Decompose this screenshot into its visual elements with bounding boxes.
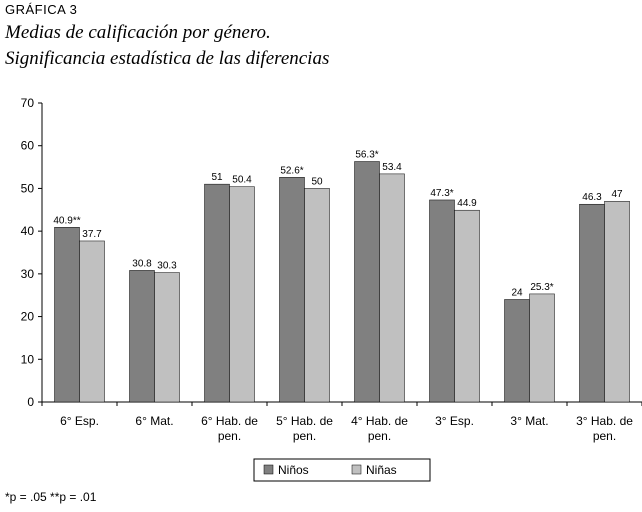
y-tick-label: 30: [21, 267, 35, 281]
data-label: 30.3: [157, 261, 177, 272]
legend-label: Niños: [278, 463, 309, 477]
bar-ninas: [529, 293, 555, 403]
bar-ninas: [454, 209, 480, 403]
y-tick-label: 20: [21, 310, 35, 324]
data-label: 25.3*: [530, 282, 553, 293]
data-label: 30.8: [132, 258, 152, 269]
bar-ninas: [154, 272, 180, 403]
bar-ninos: [54, 227, 80, 403]
data-label: 52.6*: [280, 165, 303, 176]
chart-title-line-2: Significancia estadística de las diferen…: [5, 48, 330, 69]
x-category-label: pen.: [368, 429, 391, 443]
x-category-label: 3° Mat.: [510, 414, 548, 428]
y-tick-label: 0: [27, 395, 34, 409]
bar-ninas: [604, 200, 630, 403]
data-label: 24: [511, 287, 523, 298]
bar-ninos: [504, 299, 530, 403]
data-label: 47.3*: [430, 188, 453, 199]
legend-swatch: [351, 464, 362, 475]
bar-ninas: [379, 173, 405, 403]
x-category-label: 5° Hab. de: [276, 414, 333, 428]
chart-title-line-1: Medias de calificación por género.: [5, 22, 271, 43]
bar-ninos: [579, 203, 605, 403]
bar-ninos: [129, 270, 155, 403]
legend-label: Niñas: [366, 463, 397, 477]
significance-footnote: *p = .05 **p = .01: [5, 490, 97, 504]
data-label: 56.3*: [355, 150, 378, 161]
x-category-label: pen.: [218, 429, 241, 443]
bar-ninos: [354, 161, 380, 403]
x-category-label: 3° Hab. de: [576, 414, 633, 428]
data-label: 50.4: [232, 175, 252, 186]
x-category-label: 6° Esp.: [60, 414, 99, 428]
y-tick-label: 60: [21, 139, 35, 153]
bar-ninas: [304, 188, 330, 403]
y-tick-label: 40: [21, 224, 35, 238]
data-label: 37.7: [82, 229, 102, 240]
bar-ninas: [229, 186, 255, 403]
y-tick-label: 50: [21, 181, 35, 195]
data-label: 47: [611, 189, 623, 200]
data-label: 44.9: [457, 198, 477, 209]
bar-ninos: [279, 177, 305, 403]
bar-ninos: [429, 199, 455, 403]
y-tick-label: 10: [21, 352, 35, 366]
x-category-label: 4° Hab. de: [351, 414, 408, 428]
data-label: 50: [311, 176, 323, 187]
y-tick-label: 70: [21, 96, 35, 110]
legend: [253, 458, 431, 482]
x-category-label: pen.: [593, 429, 616, 443]
data-label: 53.4: [382, 162, 402, 173]
x-category-label: 3° Esp.: [435, 414, 474, 428]
x-category-label: pen.: [293, 429, 316, 443]
data-label: 51: [211, 172, 223, 183]
figure-label: GRÁFICA 3: [5, 2, 78, 17]
data-label: 46.3: [582, 192, 602, 203]
data-label: 40.9**: [53, 215, 80, 226]
x-category-label: 6° Mat.: [135, 414, 173, 428]
bar-ninos: [204, 183, 230, 403]
bar-ninas: [79, 240, 105, 403]
legend-swatch: [263, 464, 274, 475]
x-category-label: 6° Hab. de: [201, 414, 258, 428]
